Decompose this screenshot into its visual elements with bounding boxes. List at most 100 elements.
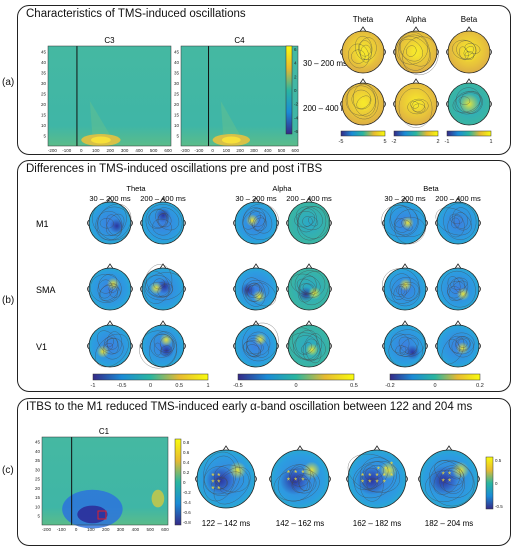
tf-map bbox=[48, 46, 171, 146]
x-tick-label: 200 bbox=[236, 148, 244, 153]
significance-marker: * bbox=[368, 472, 371, 481]
colorbar-tick-label: -0.6 bbox=[183, 510, 191, 515]
hot-spot bbox=[149, 281, 163, 295]
contour-line bbox=[147, 209, 169, 229]
contour-line bbox=[448, 280, 469, 301]
head-ear-right bbox=[276, 342, 279, 350]
head-nose bbox=[401, 320, 409, 326]
contour-line bbox=[203, 466, 234, 495]
contour-line bbox=[389, 206, 418, 236]
contour-line bbox=[152, 218, 172, 236]
hot-spot bbox=[379, 461, 398, 479]
head-outline bbox=[287, 201, 331, 245]
tf-plot-C3: 5 10 15 20 25 30 35 40 45 -200 -100 0 100 200 300 400 50… bbox=[41, 45, 172, 153]
hot-spot bbox=[245, 214, 259, 227]
topo-window-2: * * * * ** * * ** ** bbox=[346, 445, 408, 509]
contour-line bbox=[353, 83, 377, 117]
hot-spot bbox=[302, 461, 321, 479]
contour-line bbox=[145, 204, 183, 240]
head-outline bbox=[141, 324, 185, 368]
y-tick-label: 15 bbox=[41, 112, 47, 117]
colorbar-gradient bbox=[237, 373, 355, 381]
topo-late-Beta bbox=[446, 78, 492, 126]
contour-line bbox=[459, 46, 469, 61]
row-label: V1 bbox=[36, 342, 47, 352]
contour-line bbox=[295, 329, 318, 355]
tf-hot-core bbox=[91, 136, 111, 144]
colorbar-gradient bbox=[485, 456, 494, 510]
contour-line bbox=[99, 283, 119, 301]
head-ear-left bbox=[233, 219, 236, 227]
topo-window-3: * ** * bbox=[418, 445, 480, 509]
colorbar-tick-label: -6 bbox=[294, 129, 298, 134]
contour-line bbox=[448, 332, 475, 355]
significance-marker: * bbox=[301, 476, 304, 485]
contour-line bbox=[153, 278, 165, 290]
colorbar-tick-label: 0.2 bbox=[183, 470, 190, 475]
panel-c-figure: C1 5 10 15 20 25 30 35 40 45 -200 -100 0 100 200 300 400… bbox=[35, 427, 503, 532]
significance-marker: * bbox=[217, 485, 220, 494]
contour-line bbox=[293, 335, 319, 360]
colorbar-gradient bbox=[389, 373, 481, 381]
contour-line bbox=[362, 464, 379, 489]
head-nose bbox=[445, 445, 453, 451]
tf-map bbox=[181, 46, 298, 146]
contour-line bbox=[347, 453, 401, 493]
colorbar-tick-label: 0.6 bbox=[183, 450, 190, 455]
head-nose bbox=[465, 26, 473, 32]
panel-b-title: Differences in TMS-induced oscillations … bbox=[26, 163, 323, 175]
x-tick-label: -200 bbox=[42, 527, 52, 532]
head-ear-left bbox=[195, 475, 198, 483]
contour-line bbox=[215, 476, 228, 490]
contour-line bbox=[410, 101, 419, 109]
contour-line bbox=[451, 336, 474, 358]
contour-line bbox=[299, 283, 314, 295]
contour-line bbox=[452, 92, 481, 113]
head-ear-right bbox=[130, 219, 133, 227]
cold-spot bbox=[205, 465, 235, 495]
x-tick-label: 600 bbox=[164, 148, 172, 153]
contour-line bbox=[203, 455, 237, 502]
contour-line bbox=[456, 40, 477, 60]
colorbar-tick-label: 0.5 bbox=[495, 458, 502, 463]
contour-line bbox=[99, 218, 114, 229]
head-outline bbox=[436, 324, 480, 368]
head-ear-right bbox=[489, 48, 492, 56]
tf-colorbar: 0.8 0.6 0.4 0.2 0 -0.2 -0.4 -0.6 -0.8 bbox=[174, 438, 191, 526]
head-outline bbox=[436, 267, 480, 311]
y-tick-label: 30 bbox=[174, 81, 180, 86]
head-ear-left bbox=[286, 285, 289, 293]
head-outline bbox=[287, 267, 331, 311]
colorbar-tick-label: -0.5 bbox=[233, 383, 242, 389]
head-nose bbox=[454, 320, 462, 326]
contour-line bbox=[203, 451, 241, 496]
contour-line bbox=[452, 207, 472, 231]
contour-line bbox=[97, 330, 119, 355]
head-ear-left bbox=[346, 475, 349, 483]
head-outline bbox=[88, 201, 132, 245]
contour-line bbox=[399, 346, 410, 355]
head-ear-left bbox=[286, 219, 289, 227]
head-nose bbox=[412, 78, 420, 84]
significance-marker: * bbox=[361, 472, 364, 481]
contour-line bbox=[104, 336, 114, 348]
head-outline bbox=[234, 201, 278, 245]
contour-line bbox=[360, 44, 372, 63]
hot-spot bbox=[460, 45, 478, 63]
head-outline bbox=[341, 82, 385, 126]
colorbar-gradient bbox=[393, 130, 439, 137]
contour-line bbox=[394, 216, 425, 237]
head-ear-left bbox=[87, 219, 90, 227]
significance-marker: * bbox=[287, 469, 290, 478]
contour-line bbox=[453, 277, 465, 293]
head-ear-right bbox=[383, 100, 386, 108]
x-tick-label: 600 bbox=[291, 148, 299, 153]
significance-marker: * bbox=[375, 472, 378, 481]
contour-line bbox=[273, 468, 320, 502]
topo-V1-Theta-0 bbox=[87, 320, 133, 368]
contour-line bbox=[298, 474, 310, 492]
topo-SMA-Alpha-1 bbox=[286, 263, 332, 311]
topo-SMA-Beta-0 bbox=[382, 263, 428, 311]
contour-line bbox=[295, 206, 323, 231]
head-ear-right bbox=[130, 342, 133, 350]
